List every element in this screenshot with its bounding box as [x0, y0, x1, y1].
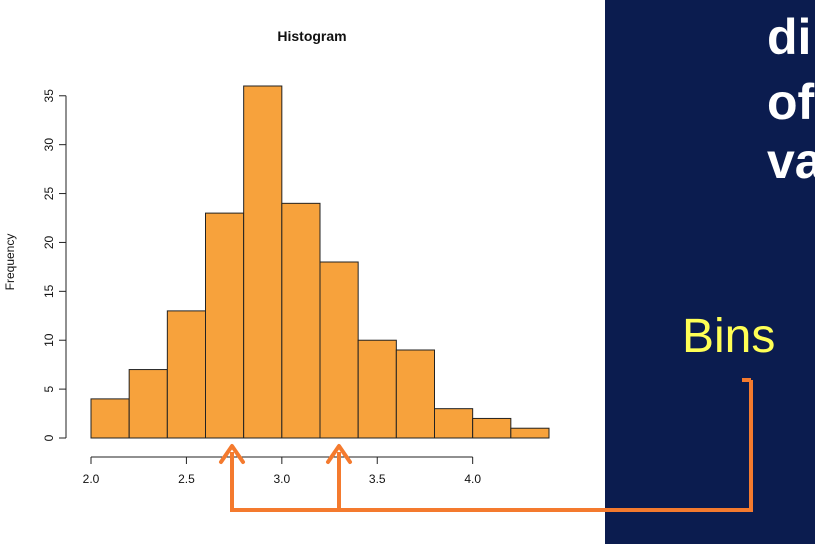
- histogram-bar-9: [434, 408, 474, 439]
- histogram-bar-11: [510, 427, 550, 439]
- y-tick-label: 25: [42, 187, 56, 201]
- histogram-bar-8: [395, 349, 436, 439]
- histogram-bar-0: [90, 398, 130, 439]
- y-tick-label: 30: [42, 138, 56, 152]
- y-tick-label: 15: [42, 284, 56, 298]
- histogram-bar-6: [319, 261, 359, 439]
- panel-text-line-2: of: [767, 74, 815, 130]
- x-axis: 2.0 2.5 3.0 3.5 4.0: [83, 456, 481, 486]
- histogram-bar-10: [472, 417, 512, 439]
- histogram-bars: [90, 85, 550, 439]
- panel-text-line-1: di: [767, 9, 812, 65]
- panel-text-line-3: va: [767, 133, 815, 189]
- x-tick-label: 3.0: [273, 472, 290, 486]
- histogram-bar-2: [166, 310, 206, 439]
- y-tick-label: 20: [42, 235, 56, 249]
- y-tick-label: 5: [42, 385, 56, 392]
- y-axis-label: Frequency: [3, 234, 17, 291]
- x-tick-label: 2.5: [178, 472, 195, 486]
- y-tick-label: 0: [42, 434, 56, 441]
- x-tick-label: 3.5: [369, 472, 386, 486]
- histogram-bar-4: [243, 85, 283, 439]
- histogram-bar-1: [128, 369, 168, 439]
- x-tick-label: 4.0: [464, 472, 481, 486]
- histogram-bar-5: [281, 202, 321, 439]
- x-tick-label: 2.0: [83, 472, 100, 486]
- y-axis: 0 5 10 15 20 25 30 35: [42, 89, 67, 441]
- histogram-chart: Histogram Frequency 0 5 10 15 20 25 30 35 2.0 2.…: [3, 28, 550, 486]
- histogram-bar-7: [357, 339, 397, 439]
- y-tick-label: 35: [42, 89, 56, 103]
- y-tick-label: 10: [42, 333, 56, 347]
- slide-text-panel: di of va Bins: [605, 0, 815, 544]
- chart-title: Histogram: [277, 28, 346, 44]
- bins-label: Bins: [682, 310, 776, 363]
- histogram-bar-3: [205, 212, 245, 439]
